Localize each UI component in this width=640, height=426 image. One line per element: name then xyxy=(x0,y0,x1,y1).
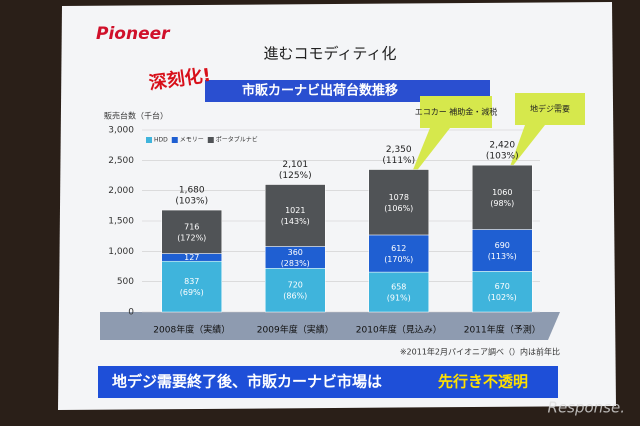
bar-segment xyxy=(472,229,533,272)
x-tick-label: 2009年度（実績） xyxy=(257,324,334,336)
share-label: (143%) xyxy=(281,217,310,226)
value-label: 1060 xyxy=(492,188,512,197)
bar-segment xyxy=(368,271,429,313)
legend-swatch xyxy=(171,137,178,143)
total-label: 2,350 xyxy=(386,145,412,155)
floor xyxy=(100,312,560,340)
y-axis-label: 販売台数（千台） xyxy=(104,111,168,121)
share-label: (86%) xyxy=(283,292,307,301)
x-tick-label: 2011年度（予測） xyxy=(464,324,541,336)
total-share: (103%) xyxy=(175,197,208,207)
value-label: 360 xyxy=(288,248,303,257)
share-label: (91%) xyxy=(387,294,411,303)
share-label: (113%) xyxy=(488,252,517,261)
callout-box xyxy=(515,93,585,125)
share-label: (283%) xyxy=(281,259,310,268)
bar-segment xyxy=(161,209,222,254)
subtitle: 市販カーナビ出荷台数推移 xyxy=(242,83,398,99)
x-tick-label: 2008年度（実績） xyxy=(153,324,230,336)
value-label: 720 xyxy=(288,281,303,290)
share-label: (98%) xyxy=(490,199,514,208)
y-tick-label: 1,500 xyxy=(108,217,134,227)
callout-box xyxy=(420,96,492,128)
logo: Pioneer xyxy=(96,24,171,44)
legend-label: HDD xyxy=(154,137,168,144)
value-label: 1021 xyxy=(285,206,305,215)
bar-segment xyxy=(161,260,222,313)
note: ※2011年2月パイオニア調べ（）内は前年比 xyxy=(400,347,560,357)
x-tick-label: 2010年度（見込み） xyxy=(356,324,442,336)
callout-text: エコカー 補助金・減税 xyxy=(415,107,498,117)
legend-swatch xyxy=(207,137,214,143)
legend-label: メモリー xyxy=(180,137,204,144)
total-share: (103%) xyxy=(486,152,519,162)
bar-segment xyxy=(368,169,429,236)
banner-text: 地デジ需要終了後、市販カーナビ市場は xyxy=(112,373,382,391)
y-tick-label: 2,000 xyxy=(108,186,134,196)
value-label: 658 xyxy=(391,283,406,292)
watermark: Response. xyxy=(548,399,625,417)
share-label: (170%) xyxy=(384,255,413,264)
bar-segment xyxy=(472,271,533,313)
share-label: (106%) xyxy=(384,204,413,213)
value-label: 716 xyxy=(184,222,199,231)
total-label: 2,101 xyxy=(282,160,308,170)
value-label: 670 xyxy=(495,282,510,291)
share-label: (172%) xyxy=(177,233,206,242)
banner-bar xyxy=(98,366,558,398)
total-label: 1,680 xyxy=(179,186,205,196)
bar-segment xyxy=(472,164,533,230)
total-share: (111%) xyxy=(382,156,415,166)
bar-segment xyxy=(265,184,326,247)
callout-arrow xyxy=(508,125,545,172)
bar-segment xyxy=(265,268,326,313)
y-tick-label: 500 xyxy=(117,277,134,287)
value-label: 612 xyxy=(391,244,406,253)
value-label: 1078 xyxy=(389,193,409,202)
banner-highlight: 先行き不透明 xyxy=(438,373,528,391)
y-tick-label: 1,000 xyxy=(108,247,134,257)
y-tick-label: 3,000 xyxy=(108,126,134,136)
legend-label: ポータブルナビ xyxy=(216,136,258,144)
bar-segment xyxy=(368,234,429,273)
share-label: (69%) xyxy=(180,288,204,297)
total-label: 2,420 xyxy=(489,141,515,151)
chart-title: 進むコモディティ化 xyxy=(263,45,396,63)
total-share: (125%) xyxy=(279,171,312,181)
legend-swatch xyxy=(146,137,152,143)
callout-text: 地デジ需要 xyxy=(530,104,570,114)
y-tick-label: 0 xyxy=(128,308,134,318)
y-tick-label: 2,500 xyxy=(108,156,134,166)
callout-arrow xyxy=(408,128,450,182)
share-label: (102%) xyxy=(488,293,517,302)
value-label: 690 xyxy=(495,241,510,250)
subtitle-bar xyxy=(205,80,490,102)
value-label: 837 xyxy=(184,277,199,286)
value-label: 127 xyxy=(184,253,199,262)
